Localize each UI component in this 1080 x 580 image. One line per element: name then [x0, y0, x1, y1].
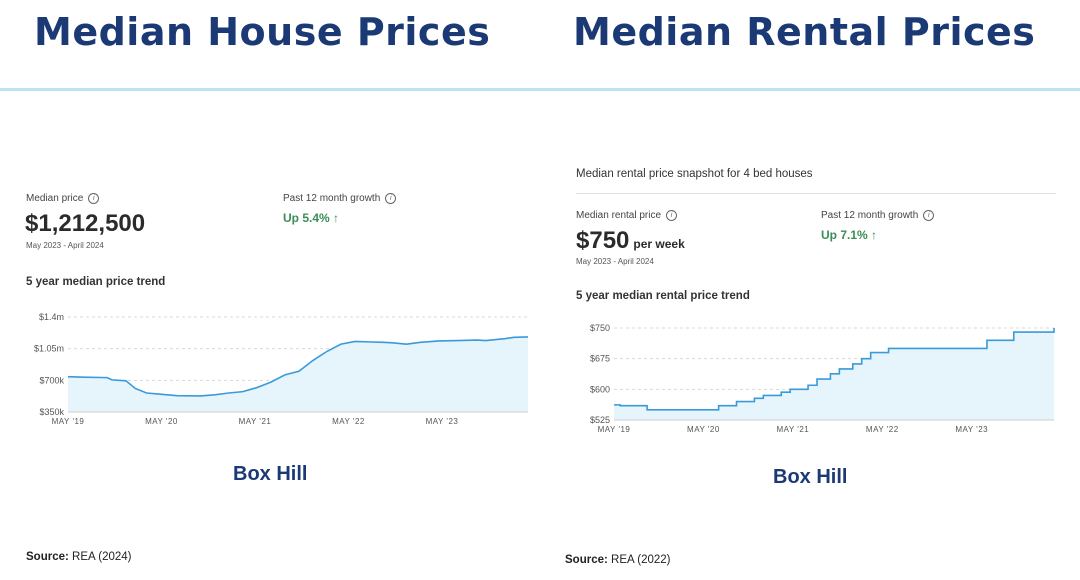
source-note: Source: REA (2024) [26, 551, 132, 563]
rent-source-note: Source: REA (2022) [565, 554, 671, 566]
rental-prices-heading: Median Rental Prices [573, 10, 1036, 54]
y-tick-label: $675 [590, 354, 610, 364]
x-tick-label: MAY '20 [687, 425, 720, 434]
snapshot-divider [576, 193, 1056, 194]
rent-suburb-label: Box Hill [773, 466, 848, 488]
median-rent-value: $750 per week [576, 227, 685, 254]
x-tick-label: MAY '19 [52, 417, 85, 426]
info-icon[interactable]: i [923, 210, 935, 221]
median-price-value: $1,212,500 [25, 210, 146, 237]
house-price-chart: $350k $700k $1.05m $1.4m MAY '19 MAY '20 MAY '… [34, 312, 529, 426]
y-tick-label: $350k [39, 407, 64, 417]
x-tick-label: MAY '19 [598, 425, 631, 434]
trend-title: 5 year median price trend [26, 276, 166, 288]
rent-growth-value: Up 7.1% ↑ [821, 228, 878, 242]
growth-label: Past 12 month growth i [283, 193, 397, 204]
y-tick-label: $600 [590, 384, 610, 394]
area-fill [68, 336, 528, 412]
snapshot-title: Median rental price snapshot for 4 bed h… [576, 168, 813, 180]
header-divider [0, 88, 1080, 91]
x-tick-label: MAY '22 [866, 425, 899, 434]
median-price-period: May 2023 - April 2024 [26, 241, 104, 250]
y-tick-label: $1.4m [39, 312, 64, 322]
info-icon[interactable]: i [385, 193, 397, 204]
median-rent-label: Median rental price i [576, 210, 678, 221]
median-rent-period: May 2023 - April 2024 [576, 257, 654, 266]
x-tick-label: MAY '22 [332, 417, 365, 426]
suburb-label: Box Hill [233, 463, 308, 485]
house-prices-heading: Median House Prices [34, 10, 491, 54]
x-tick-label: MAY '21 [776, 425, 809, 434]
x-tick-label: MAY '23 [955, 425, 988, 434]
y-tick-label: $1.05m [34, 344, 64, 354]
x-tick-label: MAY '21 [239, 417, 272, 426]
x-tick-label: MAY '20 [145, 417, 178, 426]
series-line [67, 336, 529, 397]
series-line [614, 328, 1055, 411]
info-icon[interactable]: i [88, 193, 100, 204]
rent-growth-label: Past 12 month growth i [821, 210, 935, 221]
rent-trend-title: 5 year median rental price trend [576, 290, 750, 302]
info-icon[interactable]: i [666, 210, 678, 221]
median-price-label: Median price i [26, 193, 100, 204]
rental-price-chart: $525 $600 $675 $750 MAY '19 MAY '20 MAY '21 MAY… [590, 323, 1055, 434]
y-tick-label: $750 [590, 323, 610, 333]
growth-value: Up 5.4% ↑ [283, 211, 340, 225]
y-tick-label: $525 [590, 415, 610, 425]
y-tick-label: $700k [39, 375, 64, 385]
x-tick-label: MAY '23 [426, 417, 459, 426]
